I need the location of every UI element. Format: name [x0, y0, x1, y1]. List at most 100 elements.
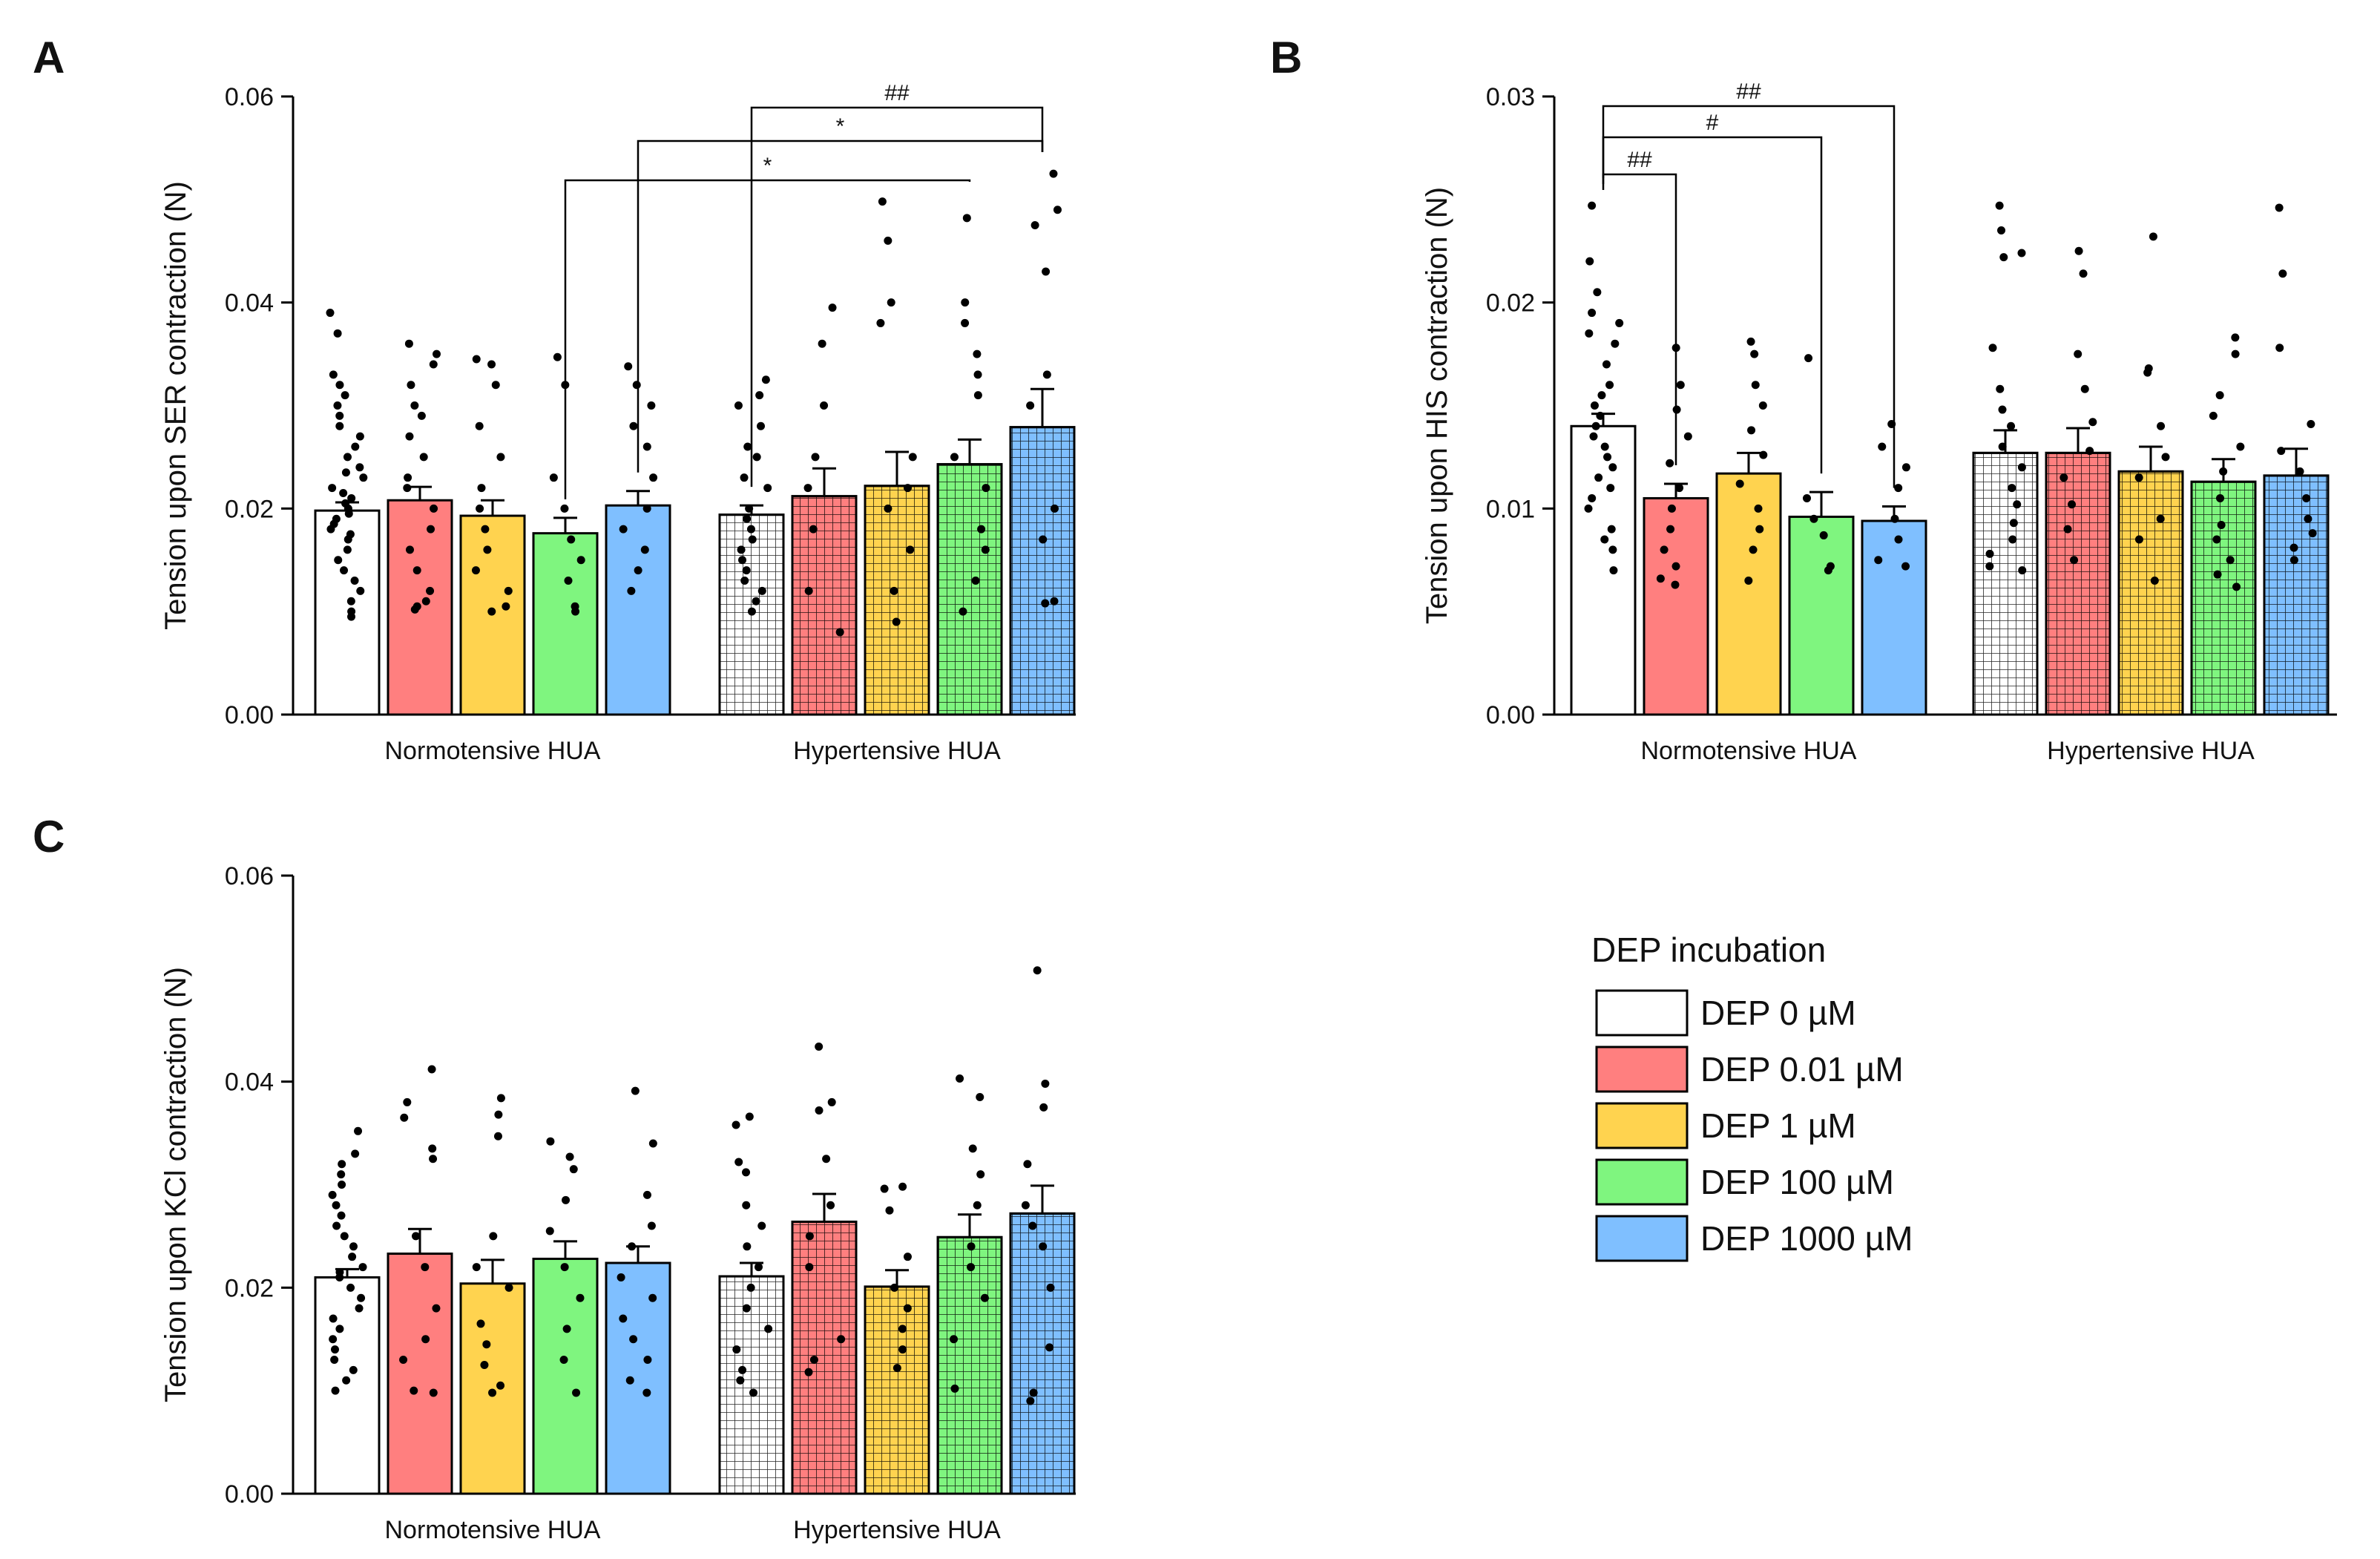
data-point — [648, 1293, 657, 1302]
data-point — [487, 360, 496, 369]
legend-swatch — [1595, 989, 1689, 1037]
data-point — [632, 381, 641, 390]
data-point — [430, 504, 438, 513]
data-point — [2008, 535, 2017, 544]
data-point — [811, 453, 820, 462]
data-point — [2143, 368, 2152, 377]
y-tick-label: 0.01 — [1486, 495, 1535, 523]
data-point — [2302, 493, 2311, 502]
data-point — [1603, 453, 1612, 462]
data-point — [890, 586, 898, 595]
data-point — [2070, 556, 2079, 565]
data-point — [477, 484, 486, 493]
data-point — [1585, 329, 1594, 338]
bar — [314, 509, 381, 716]
data-point — [1590, 401, 1599, 410]
data-point — [738, 556, 747, 565]
data-point — [2063, 525, 2072, 534]
data-point — [815, 1106, 824, 1115]
data-point — [640, 545, 649, 554]
panel-label-a: A — [33, 33, 65, 82]
data-point — [1030, 221, 1039, 230]
data-point — [1890, 514, 1899, 523]
data-point — [405, 545, 414, 554]
data-point — [476, 504, 484, 513]
data-point — [429, 1155, 438, 1163]
data-point — [338, 1181, 346, 1189]
y-tick-label: 0.04 — [225, 289, 274, 318]
data-point — [2017, 463, 2026, 472]
data-point — [1584, 504, 1593, 513]
y-tick-label: 0.02 — [225, 1274, 274, 1302]
data-point — [961, 318, 970, 327]
data-point — [483, 545, 492, 554]
data-point — [1819, 531, 1828, 539]
y-tick-label: 0.02 — [225, 495, 274, 523]
data-point — [1656, 574, 1665, 583]
data-point — [2231, 333, 2240, 342]
data-point — [1988, 344, 1997, 352]
bar — [605, 1261, 671, 1495]
data-point — [968, 1144, 977, 1153]
data-point — [820, 401, 829, 410]
data-point — [647, 401, 656, 410]
data-point — [980, 1293, 989, 1302]
data-point — [496, 1381, 505, 1390]
data-point — [333, 329, 342, 338]
data-point — [340, 1232, 349, 1241]
data-point — [337, 1211, 346, 1220]
data-point — [1755, 525, 1764, 534]
data-point — [331, 1345, 340, 1354]
data-point — [1611, 339, 1620, 348]
data-point — [892, 1364, 901, 1373]
data-point — [1615, 318, 1624, 327]
data-point — [2289, 543, 2298, 552]
data-point — [1671, 580, 1680, 589]
data-point — [743, 442, 752, 451]
data-point — [349, 1242, 358, 1251]
bar — [387, 1253, 453, 1495]
data-point — [1878, 442, 1887, 451]
data-point — [956, 1074, 964, 1083]
data-point — [403, 1097, 412, 1106]
data-point — [815, 1042, 824, 1051]
data-point — [2074, 246, 2083, 255]
y-axis-label: Tension upon KCl contraction (N) — [160, 967, 192, 1402]
data-point — [1049, 169, 1058, 178]
data-point — [746, 1283, 755, 1292]
data-point — [1026, 1396, 1035, 1405]
data-point — [738, 1365, 747, 1374]
data-point — [567, 535, 576, 544]
data-point — [417, 411, 426, 420]
data-point — [426, 586, 435, 595]
data-point — [1050, 597, 1059, 605]
data-point — [333, 401, 342, 410]
data-point — [1997, 226, 2006, 234]
data-point — [480, 1360, 489, 1369]
data-point — [1039, 535, 1048, 544]
data-point — [407, 381, 415, 390]
data-point — [743, 514, 752, 523]
data-point — [1735, 479, 1744, 488]
legend-swatch — [1595, 1046, 1689, 1093]
legend-label: DEP 100 µM — [1700, 1163, 1894, 1201]
data-point — [809, 1356, 818, 1365]
data-point — [1744, 577, 1753, 585]
bar-hatch — [1009, 426, 1076, 716]
data-point — [346, 597, 355, 605]
data-point — [950, 1335, 959, 1344]
data-point — [1050, 504, 1059, 513]
data-point — [973, 391, 982, 400]
data-point — [404, 339, 413, 348]
panel-c-chart: 0.00 0.02 0.04 0.06 Tension upon KCl contrac… — [160, 862, 1076, 1544]
data-point — [1985, 562, 1994, 571]
bar — [1788, 515, 1855, 716]
data-point — [347, 612, 356, 621]
legend-title: DEP incubation — [1591, 931, 1826, 969]
data-point — [754, 1263, 763, 1272]
data-point — [742, 1168, 751, 1177]
data-point — [977, 525, 986, 534]
data-point — [348, 1253, 357, 1261]
y-tick-label: 0.06 — [225, 83, 274, 111]
